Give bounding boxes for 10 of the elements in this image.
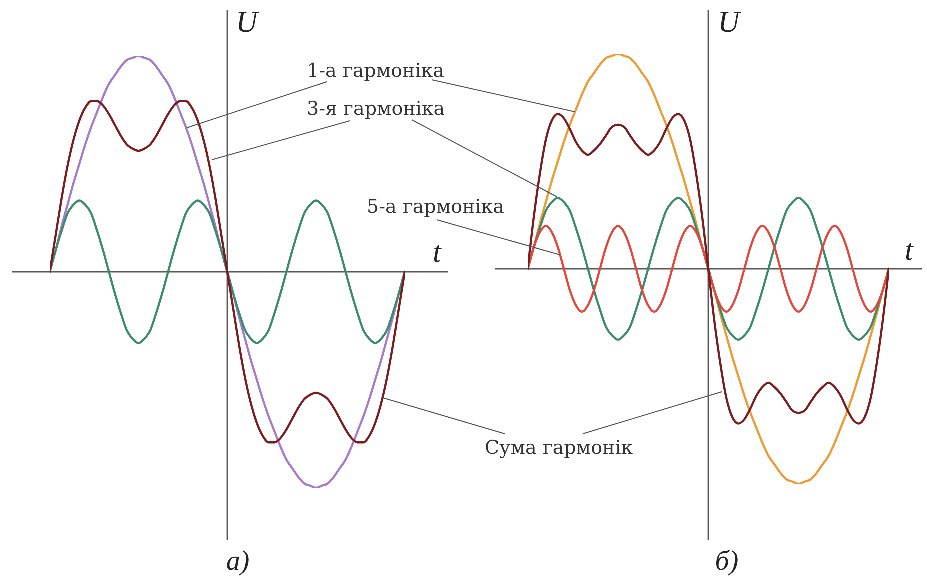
x-axis-title: t <box>905 234 914 267</box>
text: 5-а гармоніка <box>367 196 504 218</box>
text: 3-я гармоніка <box>307 98 446 120</box>
y-axis-title: U <box>236 6 260 39</box>
text: а) <box>226 546 250 577</box>
x-axis-title: t <box>433 236 442 269</box>
text: Сума гармонік <box>485 437 634 459</box>
y-axis-title: U <box>718 6 742 39</box>
text: 1-а гармоніка <box>307 60 444 82</box>
text: б) <box>715 546 739 577</box>
